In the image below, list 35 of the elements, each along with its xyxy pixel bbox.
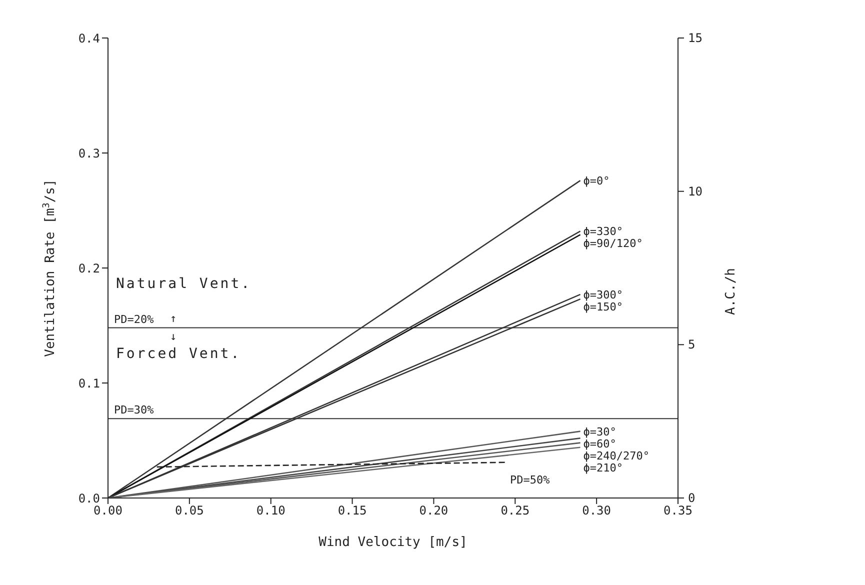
y2-tick-label: 0	[688, 491, 696, 505]
y2-axis-title: A.C./h	[724, 268, 739, 315]
series-label: ϕ=240/270°	[583, 449, 650, 462]
x-tick-label: 0.35	[664, 504, 692, 518]
x-tick-label: 0.20	[419, 504, 448, 518]
series-label: ϕ=330°	[583, 225, 624, 238]
y2-tick-label: 10	[688, 184, 702, 198]
y-tick-label: 0.3	[78, 146, 100, 160]
y-tick-label: 0.2	[78, 261, 100, 276]
y2-tick-label: 5	[688, 338, 696, 352]
annotation: Natural Vent.	[116, 276, 252, 292]
x-tick-label: 0.30	[582, 504, 612, 518]
y-tick-label: 0.4	[78, 31, 100, 46]
annotation: ↑	[170, 312, 177, 325]
annotation: PD=30%	[114, 404, 154, 417]
x-axis-title: Wind Velocity [m/s]	[318, 535, 468, 550]
x-tick-label: 0.15	[338, 504, 367, 518]
series-label: ϕ=60°	[583, 437, 616, 450]
y-tick-label: 0.1	[78, 376, 100, 390]
series-label: ϕ=90/120°	[583, 237, 643, 250]
series-label: ϕ=30°	[583, 425, 616, 438]
y-tick-label: 0.0	[78, 491, 100, 506]
series-label: ϕ=300°	[583, 288, 624, 302]
x-tick-label: 0.05	[174, 504, 204, 518]
annotation: ↓	[170, 330, 177, 343]
series-label: ϕ=150°	[583, 300, 624, 314]
x-tick-label: 0.10	[256, 504, 286, 518]
y2-tick-label: 15	[688, 31, 702, 45]
series-label: ϕ=0°	[583, 174, 610, 188]
series-label: PD=50%	[510, 473, 550, 486]
x-tick-label: 0.25	[500, 504, 530, 518]
x-tick-label: 0.00	[94, 504, 122, 518]
series-label: ϕ=210°	[583, 461, 624, 474]
annotation: PD=20%	[114, 312, 154, 326]
annotation: Forced Vent.	[116, 346, 242, 362]
